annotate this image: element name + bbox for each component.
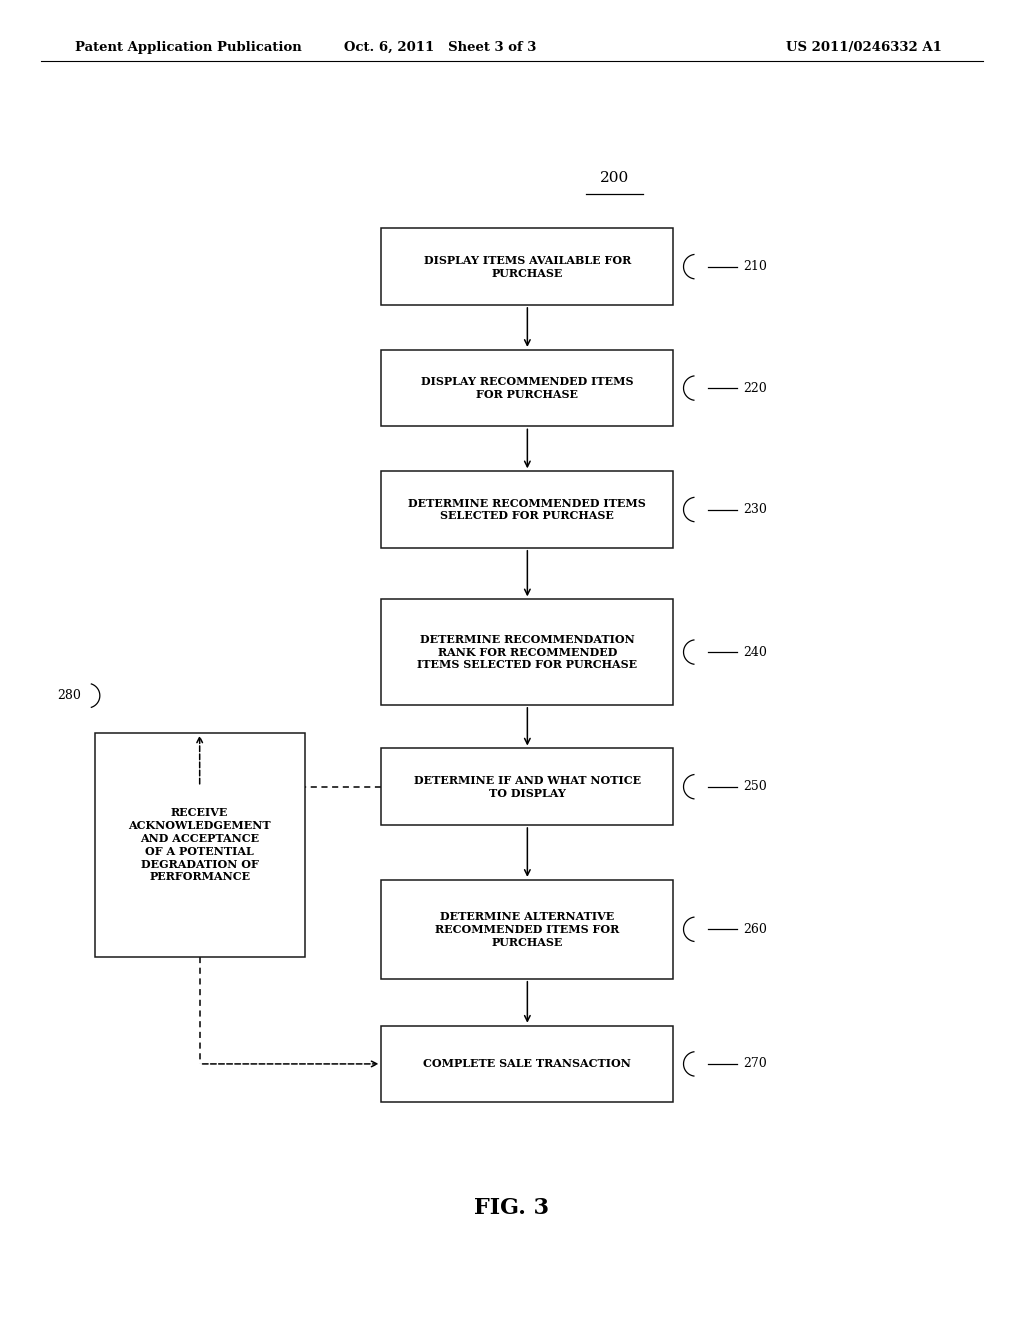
Text: Patent Application Publication: Patent Application Publication (75, 41, 301, 54)
FancyBboxPatch shape (382, 350, 674, 426)
Text: RECEIVE
ACKNOWLEDGEMENT
AND ACCEPTANCE
OF A POTENTIAL
DEGRADATION OF
PERFORMANCE: RECEIVE ACKNOWLEDGEMENT AND ACCEPTANCE O… (128, 808, 271, 882)
Text: 230: 230 (743, 503, 767, 516)
FancyBboxPatch shape (382, 1026, 674, 1102)
FancyBboxPatch shape (95, 733, 305, 957)
Text: 200: 200 (600, 172, 629, 185)
Text: DISPLAY ITEMS AVAILABLE FOR
PURCHASE: DISPLAY ITEMS AVAILABLE FOR PURCHASE (424, 255, 631, 279)
Text: 210: 210 (743, 260, 767, 273)
Text: DISPLAY RECOMMENDED ITEMS
FOR PURCHASE: DISPLAY RECOMMENDED ITEMS FOR PURCHASE (421, 376, 634, 400)
Text: DETERMINE RECOMMENDATION
RANK FOR RECOMMENDED
ITEMS SELECTED FOR PURCHASE: DETERMINE RECOMMENDATION RANK FOR RECOMM… (418, 634, 637, 671)
Text: DETERMINE ALTERNATIVE
RECOMMENDED ITEMS FOR
PURCHASE: DETERMINE ALTERNATIVE RECOMMENDED ITEMS … (435, 911, 620, 948)
Text: DETERMINE IF AND WHAT NOTICE
TO DISPLAY: DETERMINE IF AND WHAT NOTICE TO DISPLAY (414, 775, 641, 799)
Text: FIG. 3: FIG. 3 (474, 1197, 550, 1218)
FancyBboxPatch shape (382, 228, 674, 305)
Text: 250: 250 (743, 780, 767, 793)
FancyBboxPatch shape (382, 879, 674, 979)
Text: COMPLETE SALE TRANSACTION: COMPLETE SALE TRANSACTION (423, 1059, 632, 1069)
Text: US 2011/0246332 A1: US 2011/0246332 A1 (786, 41, 942, 54)
Text: 220: 220 (743, 381, 767, 395)
Text: 260: 260 (743, 923, 767, 936)
Text: DETERMINE RECOMMENDED ITEMS
SELECTED FOR PURCHASE: DETERMINE RECOMMENDED ITEMS SELECTED FOR… (409, 498, 646, 521)
FancyBboxPatch shape (382, 599, 674, 705)
Text: 280: 280 (57, 689, 81, 702)
Text: Oct. 6, 2011   Sheet 3 of 3: Oct. 6, 2011 Sheet 3 of 3 (344, 41, 537, 54)
Text: 270: 270 (743, 1057, 767, 1071)
FancyBboxPatch shape (382, 748, 674, 825)
Text: 240: 240 (743, 645, 767, 659)
FancyBboxPatch shape (382, 471, 674, 548)
